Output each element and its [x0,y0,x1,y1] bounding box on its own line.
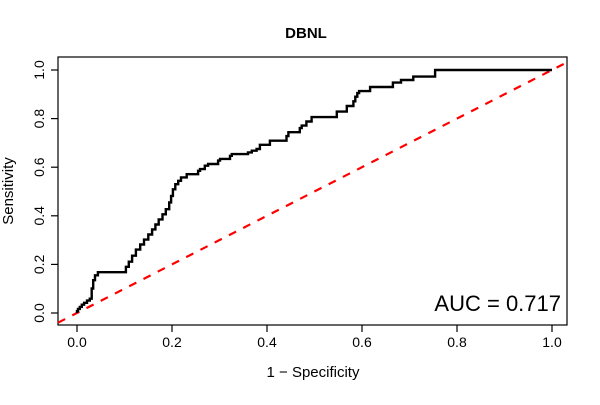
x-axis-label: 1 − Specificity [267,364,360,381]
x-axis-tick-label: 0.8 [447,334,467,350]
y-axis: 0.0 0.2 0.4 0.6 0.8 1.0 [31,60,58,323]
y-axis-tick-label: 1.0 [31,60,47,80]
reference-diagonal-line [57,61,568,324]
x-axis-tick-label: 0.0 [67,334,87,350]
x-axis-tick-label: 0.6 [352,334,372,350]
y-axis-tick-label: 0.2 [31,254,47,274]
x-axis-tick-label: 1.0 [542,334,562,350]
auc-annotation: AUC = 0.717 [434,291,561,316]
x-axis-tick-label: 0.2 [162,334,182,350]
x-axis: 0.0 0.2 0.4 0.6 0.8 1.0 [67,325,562,350]
chart-title: DBNL [285,25,327,42]
x-axis-tick-label: 0.4 [257,334,277,350]
roc-curve [75,68,552,313]
y-axis-tick-label: 0.4 [31,206,47,226]
plot-box [57,56,568,326]
y-axis-tick-label: 0.0 [31,303,47,323]
y-axis-label: Sensitivity [0,157,17,225]
y-axis-tick-label: 0.8 [31,109,47,129]
y-axis-tick-label: 0.6 [31,157,47,177]
